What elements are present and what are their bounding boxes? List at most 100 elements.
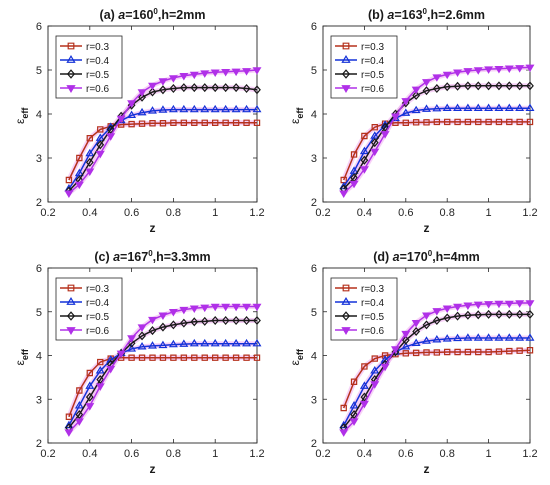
y-tick-label: 6: [311, 21, 317, 33]
data-point: [200, 104, 210, 113]
data-point: [210, 338, 220, 347]
data-point: [76, 387, 83, 394]
data-point: [526, 118, 534, 126]
legend-label: r=0.4: [86, 298, 110, 309]
data-point: [359, 400, 369, 409]
legend-marker: [342, 284, 350, 292]
data-point: [159, 85, 167, 95]
series-r-0-4: [339, 333, 535, 429]
series-line: [343, 349, 531, 409]
data-point: [370, 148, 380, 157]
data-point: [442, 305, 452, 314]
legend-label: r=0.6: [361, 84, 385, 95]
data-point: [475, 118, 482, 126]
data-point: [179, 104, 189, 113]
data-point: [168, 339, 178, 348]
x-tick-label: 0.2: [315, 207, 330, 219]
data-point: [495, 309, 503, 319]
chart-panel-d: 0.2 0.4 0.6 0.8 1 1.2 2 3 4 5 6 (d) a=1700,h=4mm z εe…: [288, 249, 538, 476]
y-label-sub: eff: [20, 348, 30, 360]
data-point: [443, 313, 452, 323]
y-tick-label: 2: [36, 197, 42, 209]
data-point: [474, 81, 483, 91]
data-point: [443, 82, 452, 92]
data-point: [401, 330, 411, 339]
data-point: [221, 338, 231, 347]
data-point: [494, 65, 504, 74]
data-point: [432, 103, 442, 112]
data-point: [138, 354, 146, 361]
legend-label: r=0.4: [361, 56, 385, 67]
data-point: [106, 133, 116, 141]
title-part: (a): [100, 8, 119, 22]
data-point: [180, 119, 188, 126]
data-point: [252, 67, 262, 75]
y-axis-label: εeff: [13, 348, 30, 365]
x-tick-label: 1: [212, 207, 218, 219]
title-part: =163: [394, 8, 422, 22]
series-line: [343, 313, 530, 429]
title-part: a: [113, 250, 120, 264]
data-point: [95, 150, 105, 159]
data-point: [390, 346, 400, 354]
data-point: [473, 67, 483, 75]
data-point: [463, 333, 473, 341]
data-point: [189, 338, 199, 347]
data-point: [169, 320, 178, 330]
data-point: [85, 148, 95, 157]
title-part: (c): [94, 250, 113, 264]
data-point: [149, 354, 156, 361]
data-point: [222, 354, 229, 361]
data-point: [412, 326, 421, 336]
data-point: [148, 326, 157, 336]
data-point: [242, 104, 252, 113]
title-part: a: [393, 250, 400, 264]
data-point: [484, 81, 493, 91]
data-point: [159, 354, 167, 361]
series-r-0-6: [64, 303, 262, 437]
data-point: [85, 157, 94, 167]
data-point: [505, 309, 514, 319]
data-point: [210, 104, 220, 113]
data-point: [464, 348, 472, 356]
data-point: [453, 81, 462, 91]
data-point: [402, 350, 409, 357]
legend-label: r=0.4: [86, 56, 110, 67]
data-point: [96, 140, 105, 150]
series-r-0-3: [65, 119, 261, 184]
data-point: [232, 315, 240, 326]
legend-label: r=0.6: [86, 84, 110, 95]
data-point: [148, 82, 157, 91]
data-point: [242, 83, 251, 93]
legend-label: r=0.6: [86, 326, 110, 337]
data-point: [371, 355, 378, 362]
data-point: [411, 105, 421, 114]
data-point: [232, 83, 240, 93]
series-r-0-3: [340, 118, 534, 184]
data-point: [349, 180, 359, 189]
data-point: [401, 335, 410, 345]
data-point: [127, 100, 137, 108]
data-point: [64, 190, 74, 198]
legend-marker: [67, 284, 75, 292]
y-tick-label: 3: [36, 153, 42, 165]
data-point: [85, 392, 94, 402]
chart-title: (c) a=1670,h=3.3mm: [94, 249, 210, 264]
x-tick-label: 0.8: [440, 448, 455, 460]
data-point: [95, 366, 105, 374]
data-point: [423, 349, 430, 356]
data-point: [411, 338, 421, 346]
legend: r=0.3 r=0.4 r=0.5 r=0.6: [330, 277, 398, 341]
data-point: [494, 333, 504, 341]
data-point: [212, 354, 219, 361]
data-point: [242, 338, 252, 347]
data-point: [148, 316, 157, 325]
data-point: [485, 348, 492, 356]
legend-marker: [67, 42, 75, 50]
legend-marker: [341, 69, 351, 79]
data-point: [464, 81, 472, 91]
data-point: [526, 309, 534, 319]
data-point: [190, 83, 199, 93]
x-tick-label: 0.4: [82, 207, 97, 219]
data-point: [86, 369, 93, 377]
